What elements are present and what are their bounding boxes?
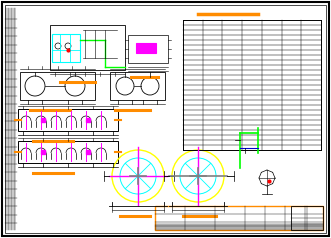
Bar (18, 141, 118, 163)
Bar (291, 206, 323, 230)
Bar (20, 72, 95, 100)
Bar (155, 206, 323, 230)
Bar (50, 25, 125, 70)
Bar (52, 34, 80, 62)
Bar (18, 109, 118, 131)
Bar (110, 72, 165, 100)
Bar (136, 43, 156, 53)
Bar (128, 35, 168, 63)
